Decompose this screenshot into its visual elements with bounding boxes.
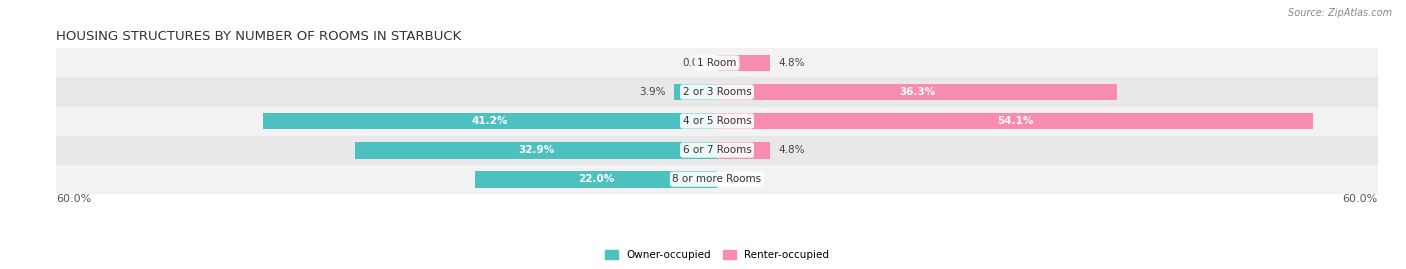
- Bar: [263, 113, 717, 129]
- Bar: [717, 84, 1116, 100]
- Bar: [673, 84, 717, 100]
- Text: 32.9%: 32.9%: [517, 145, 554, 155]
- Text: 0.0%: 0.0%: [725, 174, 752, 184]
- Text: 1 Room: 1 Room: [697, 58, 737, 68]
- Text: Source: ZipAtlas.com: Source: ZipAtlas.com: [1288, 8, 1392, 18]
- Text: 60.0%: 60.0%: [56, 194, 91, 204]
- Bar: [717, 113, 1313, 129]
- Bar: [56, 165, 1378, 194]
- Text: HOUSING STRUCTURES BY NUMBER OF ROOMS IN STARBUCK: HOUSING STRUCTURES BY NUMBER OF ROOMS IN…: [56, 30, 461, 43]
- Bar: [475, 171, 717, 187]
- Text: 4.8%: 4.8%: [779, 145, 806, 155]
- Bar: [56, 107, 1378, 136]
- Text: 2 or 3 Rooms: 2 or 3 Rooms: [683, 87, 751, 97]
- Bar: [354, 142, 717, 158]
- Text: 36.3%: 36.3%: [898, 87, 935, 97]
- Text: 0.0%: 0.0%: [682, 58, 709, 68]
- Text: 6 or 7 Rooms: 6 or 7 Rooms: [683, 145, 751, 155]
- Bar: [56, 136, 1378, 165]
- Bar: [56, 77, 1378, 107]
- Text: 3.9%: 3.9%: [638, 87, 665, 97]
- Bar: [717, 55, 770, 71]
- Bar: [717, 142, 770, 158]
- Text: 60.0%: 60.0%: [1343, 194, 1378, 204]
- Text: 4.8%: 4.8%: [779, 58, 806, 68]
- Text: 54.1%: 54.1%: [997, 116, 1033, 126]
- Bar: [56, 48, 1378, 77]
- Text: 4 or 5 Rooms: 4 or 5 Rooms: [683, 116, 751, 126]
- Text: 41.2%: 41.2%: [472, 116, 509, 126]
- Text: 8 or more Rooms: 8 or more Rooms: [672, 174, 762, 184]
- Text: 22.0%: 22.0%: [578, 174, 614, 184]
- Legend: Owner-occupied, Renter-occupied: Owner-occupied, Renter-occupied: [600, 245, 834, 264]
